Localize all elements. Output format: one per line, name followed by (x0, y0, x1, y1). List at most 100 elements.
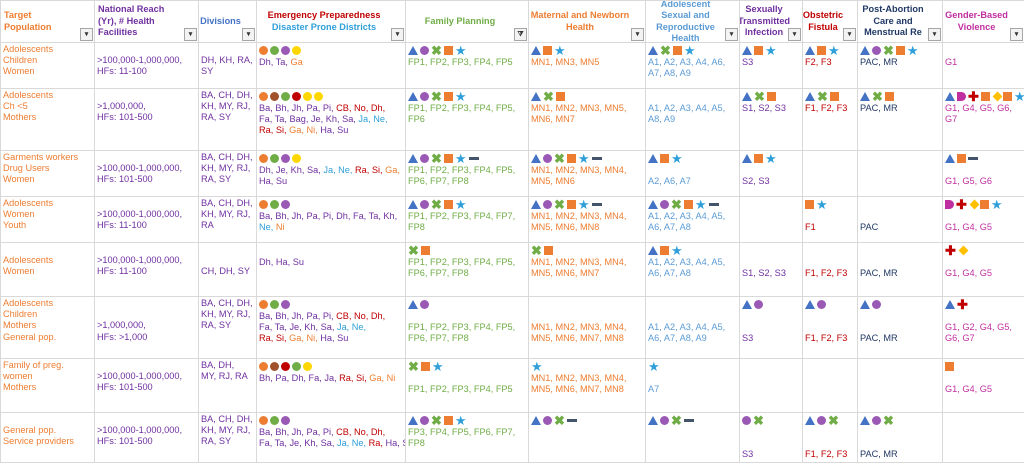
cell-divisions[interactable]: BA, CH, DH,KH, MY, RJ,RA, SY (199, 89, 257, 151)
cell-emergency[interactable]: Ba, Bh, Jh, Pa, Pi, CB, No, Dh,Fa, Ta, J… (257, 413, 406, 463)
cell-gbv[interactable]: ✚ G1, G2, G4, G5,G6, G7 (943, 297, 1024, 359)
filter-dropdown-icon[interactable]: ▾ (631, 28, 644, 41)
cell-emergency[interactable]: Ba, Bh, Jh, Pa, Pi, Dh, Fa, Ta, Kh,Ne, N… (257, 197, 406, 243)
header-sti[interactable]: Sexually Transmitted Infection▾ (740, 1, 803, 43)
cell-reach[interactable]: >100,000-1,000,000,HFs: 11-100 (95, 243, 199, 297)
cell-emergency[interactable]: Bh, Pa, Dh, Fa, Ja, Ra, Si, Ga, Ni (257, 359, 406, 413)
cell-pac[interactable]: PAC, MR (858, 297, 943, 359)
cell-asrh[interactable]: A1, A2, A3, A4, A5,A8, A9 (646, 89, 740, 151)
cell-sti[interactable]: ✖S1, S2, S3 (740, 89, 803, 151)
cell-divisions[interactable]: BA, CH, DH,KH, MY, RJ,RA, SY (199, 413, 257, 463)
cell-divisions[interactable]: BA, CH, DH,KH, MY, RJ,RA (199, 197, 257, 243)
header-asrh[interactable]: Adolescent Sexual and Reproductive Healt… (646, 1, 740, 43)
cell-maternal[interactable]: ✖ (529, 413, 646, 463)
filter-dropdown-icon[interactable]: ▾ (843, 28, 856, 41)
header-maternal[interactable]: Maternal and Newborn Health▾ (529, 1, 646, 43)
cell-maternal[interactable]: ✖★MN1, MN2, MN3, MN4,MN5, MN6, MN8 (529, 197, 646, 243)
filter-dropdown-icon[interactable]: ▾ (242, 28, 255, 41)
cell-family-planning[interactable]: ✖★FP1, FP2, FP3, FP4, FP5 (406, 43, 529, 89)
cell-reach[interactable]: >1,000,000,HFs: >1,000 (95, 297, 199, 359)
cell-gbv[interactable]: ✚ G1, G4, G5 (943, 243, 1024, 297)
cell-reach[interactable]: >100,000-1,000,000,HFs: 11-100 (95, 43, 199, 89)
cell-maternal[interactable]: ✖MN1, MN2, MN3, MN5,MN6, MN7 (529, 89, 646, 151)
cell-gbv[interactable]: G1, G5, G6 (943, 151, 1024, 197)
cell-emergency[interactable]: Dh, Je, Kh, Sa, Ja, Ne, Ra, Si, Ga,Ha, S… (257, 151, 406, 197)
cell-gbv[interactable]: ✚★G1, G4, G5, G6,G7 (943, 89, 1024, 151)
cell-family-planning[interactable]: ✖★FP1, FP2, FP3, FP4, FP5,FP6, FP7, FP8 (406, 151, 529, 197)
filter-dropdown-icon[interactable]: ▾ (928, 28, 941, 41)
cell-pac[interactable]: PAC, MR (858, 243, 943, 297)
cell-reach[interactable]: >100,000-1,000,000,HFs: 101-500 (95, 359, 199, 413)
cell-family-planning[interactable]: ✖★ FP1, FP2, FP3, FP4, FP5 (406, 359, 529, 413)
cell-reach[interactable]: >100,000-1,000,000,HFs: 11-100 (95, 197, 199, 243)
cell-fistula[interactable] (803, 359, 858, 413)
cell-gbv[interactable] (943, 413, 1024, 463)
cell-emergency[interactable]: Dh, Ha, Su (257, 243, 406, 297)
cell-pac[interactable]: ✖★PAC, MR (858, 43, 943, 89)
cell-sti[interactable]: ★ S2, S3 (740, 151, 803, 197)
cell-asrh[interactable]: A1, A2, A3, A4, A5,A6, A7, A8, A9 (646, 297, 740, 359)
cell-sti[interactable] (740, 359, 803, 413)
cell-maternal[interactable]: ★MN1, MN3, MN5 (529, 43, 646, 89)
cell-fistula[interactable] (803, 151, 858, 197)
header-fistula[interactable]: Obstetric Fistula▾ (803, 1, 858, 43)
header-reach[interactable]: National Reach (Yr), # Health Facilities… (95, 1, 199, 43)
cell-asrh[interactable]: ✖★A1, A2, A3, A4, A6,A7, A8, A9 (646, 43, 740, 89)
cell-sti[interactable]: ✖ S3 (740, 413, 803, 463)
cell-maternal[interactable]: ★MN1, MN2, MN3, MN4,MN5, MN6, MN7, MN8 (529, 359, 646, 413)
filter-dropdown-icon[interactable]: ▾ (725, 28, 738, 41)
cell-sti[interactable] (740, 197, 803, 243)
cell-asrh[interactable]: ★ A7 (646, 359, 740, 413)
cell-family-planning[interactable]: ✖★FP3, FP4, FP5, FP6, FP7,FP8 (406, 413, 529, 463)
cell-fistula[interactable]: F1, F2, F3 (803, 297, 858, 359)
header-pac[interactable]: Post-Abortion Care and Menstrual Re▾ (858, 1, 943, 43)
cell-fistula[interactable]: ✖F1, F2, F3 (803, 89, 858, 151)
cell-target[interactable]: General pop.Service providers (1, 413, 95, 463)
cell-family-planning[interactable]: ✖FP1, FP2, FP3, FP4, FP5,FP6, FP7, FP8 (406, 243, 529, 297)
cell-divisions[interactable]: BA, DH,MY, RJ, RA (199, 359, 257, 413)
cell-fistula[interactable]: ✖ F1, F2, F3 (803, 413, 858, 463)
cell-family-planning[interactable]: ✖★FP1, FP2, FP3, FP4, FP5,FP6 (406, 89, 529, 151)
cell-asrh[interactable]: ★A1, A2, A3, A4, A5,A6, A7, A8 (646, 243, 740, 297)
cell-reach[interactable]: >100,000-1,000,000,HFs: 101-500 (95, 413, 199, 463)
cell-divisions[interactable]: BA, CH, DH,KH, MY, RJ,RA, SY (199, 151, 257, 197)
cell-asrh[interactable]: ✖★A1, A2, A3, A4, A5,A6, A7, A8 (646, 197, 740, 243)
cell-gbv[interactable]: G1, G4, G5 (943, 359, 1024, 413)
header-gbv[interactable]: Gender-Based Violence▾ (943, 1, 1024, 43)
header-family-planning[interactable]: Family Planning⧩ (406, 1, 529, 43)
header-target[interactable]: Target Population▾ (1, 1, 95, 43)
header-divisions[interactable]: Divisions▾ (199, 1, 257, 43)
cell-emergency[interactable]: Ba, Bh, Jh, Pa, Pi, CB, No, Dh,Fa, Ta, B… (257, 89, 406, 151)
cell-maternal[interactable]: MN1, MN2, MN3, MN4,MN5, MN6, MN7, MN8 (529, 297, 646, 359)
cell-fistula[interactable]: ★ F1 (803, 197, 858, 243)
cell-pac[interactable]: ✖PAC, MR (858, 89, 943, 151)
cell-gbv[interactable]: ✚★ G1, G4, G5 (943, 197, 1024, 243)
cell-asrh[interactable]: ✖ (646, 413, 740, 463)
filter-dropdown-icon[interactable]: ▾ (788, 28, 801, 41)
cell-gbv[interactable]: G1 (943, 43, 1024, 89)
cell-divisions[interactable]: CH, DH, SY (199, 243, 257, 297)
cell-pac[interactable]: PAC (858, 197, 943, 243)
cell-maternal[interactable]: ✖MN1, MN2, MN3, MN4,MN5, MN6, MN7 (529, 243, 646, 297)
cell-reach[interactable]: >1,000,000,HFs: 101-500 (95, 89, 199, 151)
cell-family-planning[interactable]: ✖★FP1, FP2, FP3, FP4, FP7,FP8 (406, 197, 529, 243)
cell-divisions[interactable]: BA, CH, DH,KH, MY, RJ,RA, SY (199, 297, 257, 359)
cell-family-planning[interactable]: FP1, FP2, FP3, FP4, FP5,FP6, FP7, FP8 (406, 297, 529, 359)
cell-pac[interactable] (858, 359, 943, 413)
filter-dropdown-icon[interactable]: ▾ (1010, 28, 1023, 41)
cell-emergency[interactable]: Dh, Ta, Ga (257, 43, 406, 89)
filter-dropdown-icon[interactable]: ▾ (80, 28, 93, 41)
cell-fistula[interactable]: ★F2, F3 (803, 43, 858, 89)
cell-fistula[interactable]: F1, F2, F3 (803, 243, 858, 297)
cell-pac[interactable]: ✖ PAC, MR (858, 413, 943, 463)
filter-funnel-icon[interactable]: ⧩ (514, 28, 527, 41)
cell-pac[interactable] (858, 151, 943, 197)
